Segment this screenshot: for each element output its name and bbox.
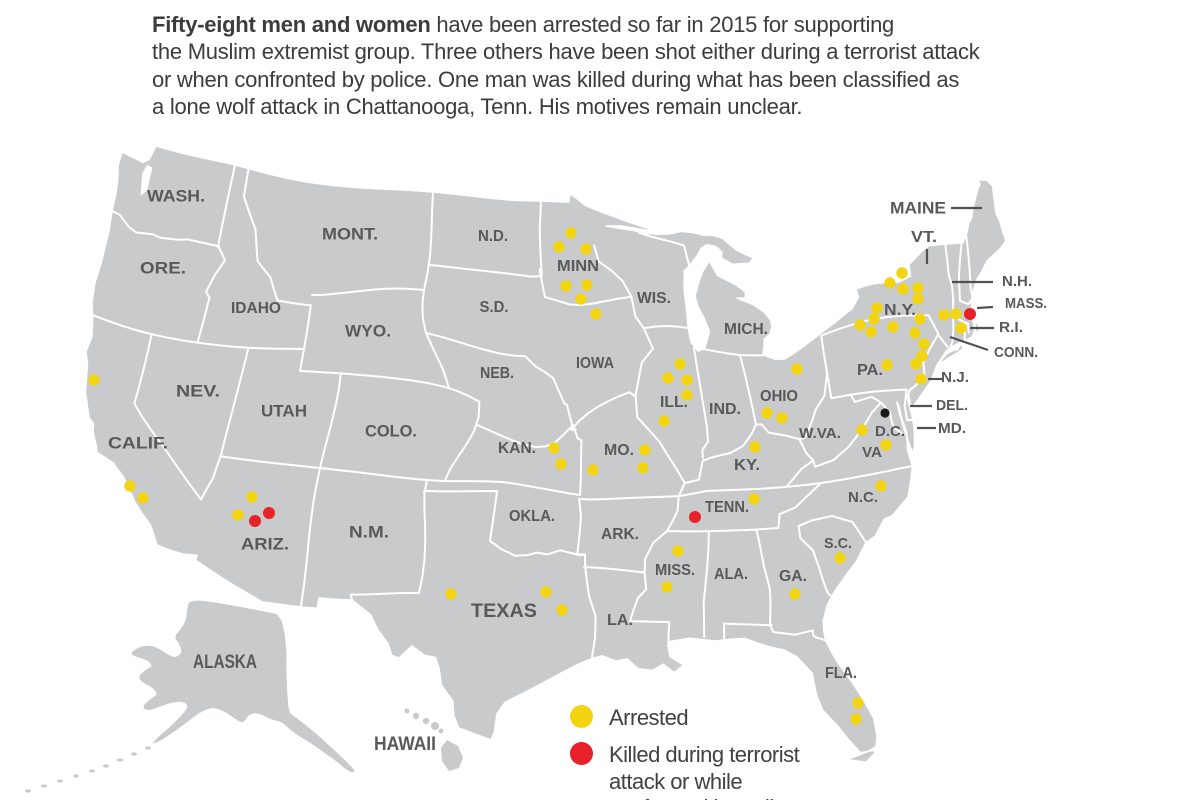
svg-text:MD.: MD. (938, 420, 966, 437)
svg-text:GA.: GA. (779, 568, 807, 585)
svg-text:R.I.: R.I. (999, 319, 1023, 336)
svg-text:ARIZ.: ARIZ. (241, 534, 289, 553)
svg-text:NEB.: NEB. (480, 365, 514, 382)
svg-text:N.D.: N.D. (478, 228, 508, 245)
svg-text:ALASKA: ALASKA (193, 652, 257, 673)
svg-text:W.VA.: W.VA. (799, 425, 841, 442)
svg-text:N.C.: N.C. (848, 489, 878, 506)
svg-text:OHIO: OHIO (760, 388, 798, 405)
svg-text:N.H.: N.H. (1002, 273, 1032, 290)
svg-text:D.C.: D.C. (875, 423, 905, 440)
svg-text:ALA.: ALA. (714, 566, 748, 583)
svg-text:MO.: MO. (604, 442, 634, 459)
svg-text:N.Y.: N.Y. (884, 302, 916, 319)
svg-text:NEV.: NEV. (176, 381, 220, 400)
svg-text:PA.: PA. (857, 362, 883, 379)
svg-text:CALIF.: CALIF. (108, 433, 168, 452)
svg-text:IND.: IND. (709, 401, 741, 418)
svg-text:HAWAII: HAWAII (374, 734, 436, 755)
svg-text:MISS.: MISS. (655, 562, 695, 579)
svg-text:ARK.: ARK. (601, 526, 639, 543)
svg-text:COLO.: COLO. (365, 421, 417, 440)
svg-text:WYO.: WYO. (345, 321, 391, 340)
svg-text:KAN.: KAN. (498, 440, 536, 457)
svg-text:LA.: LA. (607, 612, 633, 629)
svg-text:N.J.: N.J. (941, 369, 969, 386)
svg-text:ILL.: ILL. (660, 394, 688, 411)
svg-text:KY.: KY. (734, 457, 760, 474)
svg-text:MONT.: MONT. (322, 224, 378, 243)
svg-text:IOWA: IOWA (576, 355, 614, 372)
svg-text:N.M.: N.M. (349, 522, 389, 541)
svg-text:WASH.: WASH. (147, 186, 205, 205)
svg-text:S.D.: S.D. (480, 299, 509, 316)
svg-text:VT.: VT. (911, 229, 937, 246)
svg-text:MICH.: MICH. (724, 321, 768, 338)
svg-text:CONN.: CONN. (994, 344, 1038, 361)
svg-text:TENN.: TENN. (705, 499, 749, 516)
svg-text:TEXAS: TEXAS (471, 601, 537, 622)
svg-text:UTAH: UTAH (261, 401, 307, 420)
svg-text:VA: VA (862, 444, 882, 461)
svg-text:OKLA.: OKLA. (509, 508, 555, 525)
svg-text:WIS.: WIS. (637, 290, 671, 307)
svg-text:FLA.: FLA. (825, 665, 857, 682)
svg-text:S.C.: S.C. (824, 535, 852, 552)
svg-text:MAINE: MAINE (890, 198, 946, 217)
svg-text:MASS.: MASS. (1005, 295, 1047, 312)
svg-text:MINN: MINN (557, 258, 599, 275)
svg-text:ORE.: ORE. (140, 258, 186, 277)
svg-text:IDAHO: IDAHO (231, 300, 281, 317)
svg-text:DEL.: DEL. (936, 397, 968, 414)
